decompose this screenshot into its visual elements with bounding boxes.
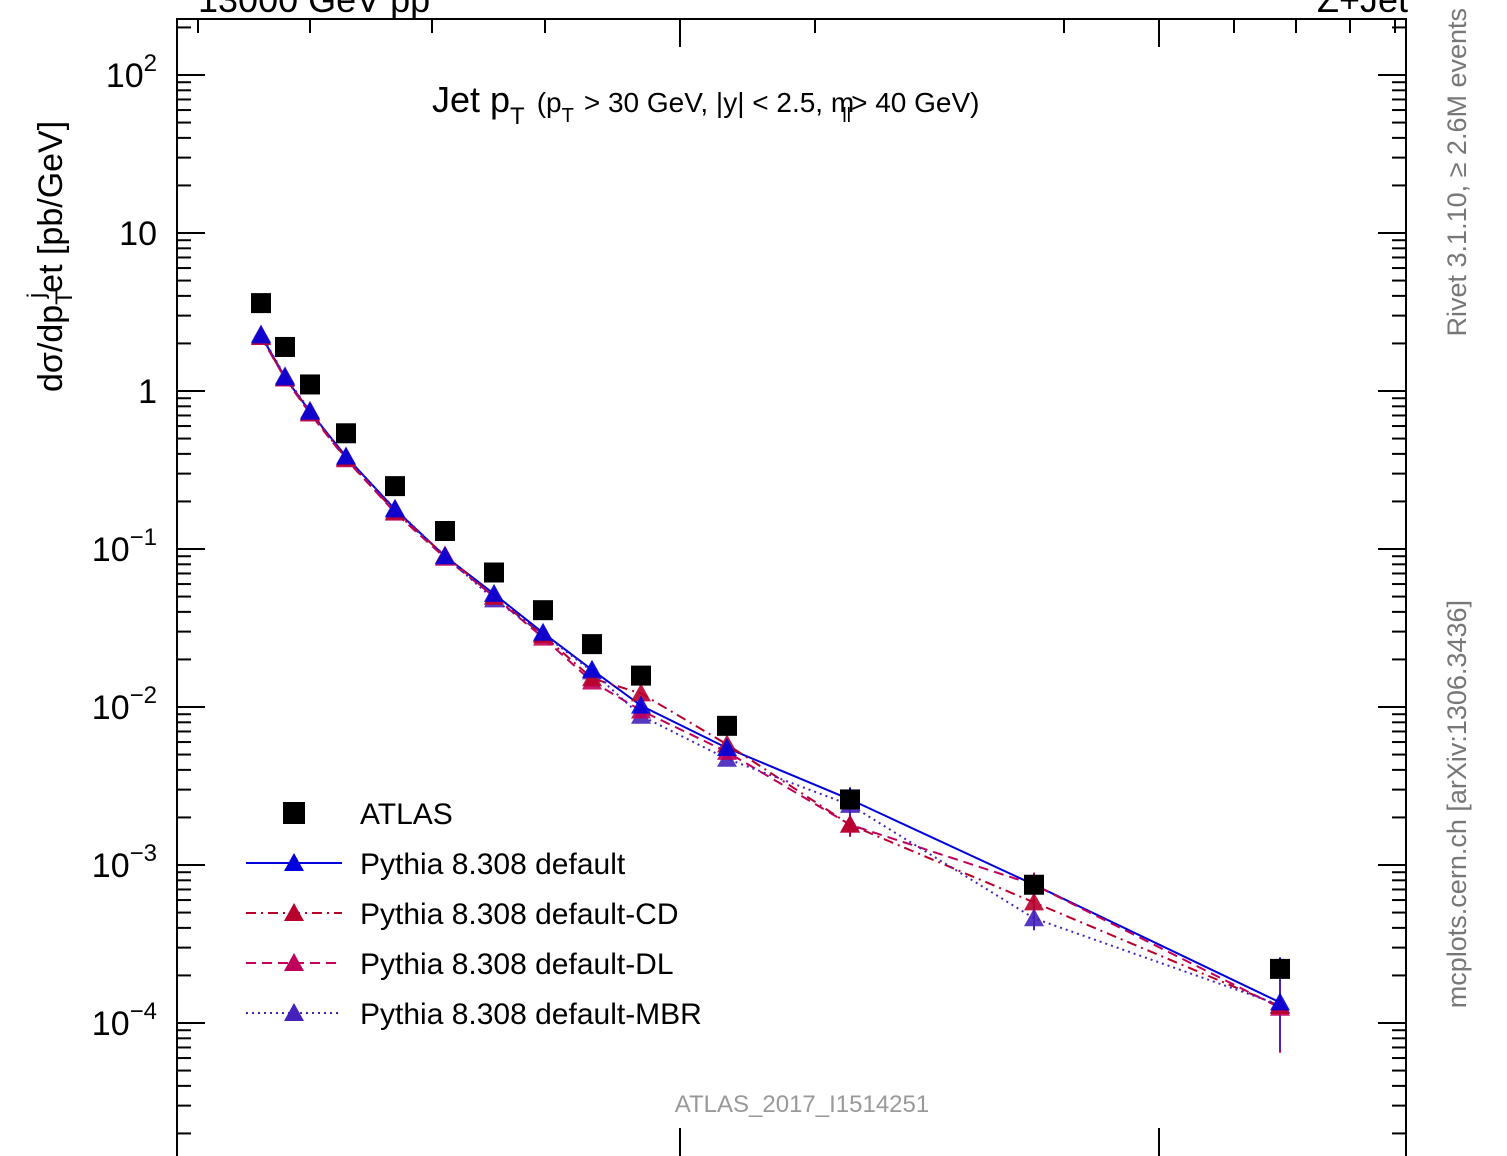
data-point-square [300,374,320,395]
data-point-triangle [840,814,860,833]
legend-label: Pythia 8.308 default-MBR [360,998,702,1031]
y-tick-label: 10−1 [92,524,157,569]
plot-title-detail-mid: > 30 GeV, |y| < 2.5, m [584,87,854,118]
y-tick-label-base: 10 [92,1005,130,1043]
y-tick-label: 10−3 [92,840,157,885]
y-tick-label-exponent: 2 [144,50,157,77]
plot-title-detail-pre-sub: T [562,105,574,127]
data-point-triangle [336,446,356,465]
axis-ticks [177,19,1406,1156]
y-tick-label-exponent: −1 [130,524,157,551]
legend: ATLAS Pythia 8.308 default Pythia 8.308 de… [246,798,702,1031]
plot-title-main: Jet p [432,79,510,120]
plot-title: Jet pT (pT > 30 GeV, |y| < 2.5, mll> 40 Ge… [432,79,979,130]
data-point-triangle [1270,992,1290,1011]
y-tick-label-exponent: −2 [130,682,157,709]
data-point-triangle [484,583,504,602]
y-tick-label-base: 10 [92,689,130,727]
legend-marker-triangle [284,853,304,871]
data-point-square [385,476,405,497]
data-point-square [484,562,504,583]
data-point-square [336,423,356,444]
series-line [260,333,1281,1006]
data-point-triangle [251,325,271,344]
data-point-triangle [1024,908,1044,927]
analysis-watermark: ATLAS_2017_I1514251 [675,1091,929,1118]
y-axis-label-sup: j [23,293,50,299]
plot-title-detail-pre: (p [537,87,562,118]
data-point-triangle [533,622,553,641]
y-tick-label: 102 [106,50,157,95]
legend-marker-triangle [284,903,304,921]
plot-title-detail-post: > 40 GeV) [851,87,979,118]
data-point-square [251,293,271,314]
legend-label: Pythia 8.308 default-CD [360,898,679,931]
data-point-square [717,715,737,736]
y-tick-label-base: 1 [138,373,157,411]
legend-marker-triangle [284,1003,304,1021]
data-point-triangle [717,738,737,757]
data-point-triangle [385,499,405,518]
y-axis-label: dσ/dpTjet [pb/GeV] [23,121,78,392]
y-tick-label: 1 [138,373,157,411]
y-tick-label-base: 10 [92,847,130,885]
data-point-triangle [631,683,651,702]
data-point-triangle [631,695,651,714]
data-point-square [1024,874,1044,895]
series-layer [251,293,1290,1053]
side-text-bottom: mcplots.cern.ch [arXiv:1306.3436] [1442,600,1472,1008]
y-axis-label-sub: T [51,290,78,305]
y-tick-label-base: 10 [106,57,144,95]
legend-label: ATLAS [360,798,453,831]
data-point-square [435,520,455,541]
y-axis-label-part2: et [pb/GeV] [32,121,70,293]
data-point-triangle [435,546,455,565]
side-text-top: Rivet 3.1.10, ≥ 2.6M events [1442,8,1472,336]
plot-title-main-sub: T [510,103,525,130]
legend-label: Pythia 8.308 default-DL [360,948,674,981]
plot-title-detail-mid-sub: ll [842,105,851,127]
data-point-square [1270,958,1290,979]
data-point-triangle [1024,892,1044,911]
legend-marker-square [283,802,305,824]
plot-frame [176,18,1407,1156]
data-point-triangle [300,401,320,420]
y-tick-label: 10 [119,215,157,253]
data-point-triangle [582,659,602,678]
y-tick-label-exponent: −4 [130,998,157,1025]
data-point-triangle [275,367,295,386]
legend-marker-triangle [284,953,304,971]
y-tick-label-base: 10 [92,531,130,569]
data-point-square [275,336,295,357]
data-point-square [840,789,860,810]
header-right-label: Z+Jet [1317,0,1408,20]
y-axis-label-part1: dσ/dp [32,305,70,392]
data-point-square [631,665,651,686]
header-left-label: 13000 GeV pp [198,0,430,20]
y-tick-label-base: 10 [119,215,157,253]
y-tick-label: 10−2 [92,682,157,727]
legend-label: Pythia 8.308 default [360,848,626,881]
y-tick-label-exponent: −3 [130,840,157,867]
data-point-square [533,600,553,621]
y-tick-label: 10−4 [92,998,157,1043]
data-point-square [582,634,602,655]
